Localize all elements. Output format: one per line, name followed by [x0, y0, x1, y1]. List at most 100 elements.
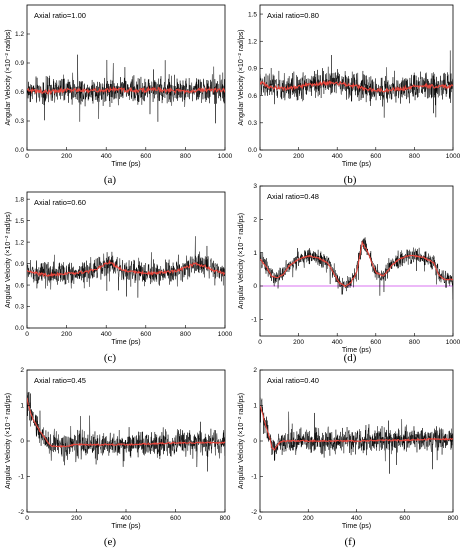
data-area-a [27, 54, 225, 124]
x-tick-label-b-0: 0 [258, 153, 262, 160]
x-tick-label-d-4: 800 [409, 339, 420, 346]
x-tick-label-c-0: 0 [25, 331, 29, 338]
x-tick-label-d-2: 400 [332, 339, 343, 346]
smoothed-series-line-d [260, 240, 453, 288]
y-tick-label-b-3: 0.9 [248, 66, 257, 73]
y-tick-label-c-4: 1.2 [15, 239, 24, 246]
x-axis-label-a: Time (ps) [111, 161, 140, 168]
y-tick-label-c-3: 0.9 [15, 261, 24, 268]
x-tick-label-d-1: 200 [293, 339, 304, 346]
panel-c: 0 200 400 600 800 1000 0.0 0.3 0.6 0.9 1.2 1.5 1.8 Ti… [5, 191, 233, 364]
x-tick-label-f-3: 600 [399, 515, 410, 522]
y-tick-label-f-1: -1 [251, 474, 257, 481]
panel-d: 0 200 400 600 800 1000 -1 0 1 2 3 Time (ps) Angular … [238, 183, 461, 364]
y-axis-label-c: Angular Velocity (×10⁻² rad/ps) [5, 212, 12, 308]
y-tick-label-e-3: 1 [20, 403, 24, 410]
raw-series-line-b [260, 50, 453, 118]
y-tick-label-f-0: -2 [251, 509, 257, 516]
x-axis-label-f: Time (ps) [342, 523, 371, 530]
x-tick-label-e-1: 200 [71, 515, 82, 522]
raw-series-line-e [27, 391, 225, 472]
annotation-e: Axial ratio=0.45 [34, 376, 86, 385]
smoothed-series-line-b [260, 80, 453, 94]
annotation-f: Axial ratio=0.40 [267, 376, 319, 385]
x-tick-label-c-1: 200 [61, 331, 72, 338]
y-tick-label-c-6: 1.8 [15, 196, 24, 203]
annotation-c: Axial ratio=0.60 [34, 198, 86, 207]
y-tick-label-d-4: 3 [253, 183, 257, 190]
x-tick-label-e-3: 600 [170, 515, 181, 522]
y-tick-label-e-4: 2 [20, 367, 24, 374]
x-tick-label-e-2: 400 [121, 515, 132, 522]
x-tick-label-b-2: 400 [332, 153, 343, 160]
plot-frame-d [259, 185, 454, 337]
y-tick-label-d-3: 2 [253, 217, 257, 224]
y-tick-label-d-2: 1 [253, 250, 257, 257]
annotation-b: Axial ratio=0.80 [267, 11, 319, 20]
annotation-d: Axial ratio=0.48 [267, 192, 319, 201]
plot-frame-c [26, 191, 226, 329]
y-tick-label-a-3: 0.9 [15, 60, 24, 67]
data-area-f [260, 397, 453, 474]
x-tick-label-f-2: 400 [351, 515, 362, 522]
y-axis-label-e: Angular Velocity (×10⁻² rad/ps) [5, 393, 12, 489]
x-tick-label-a-5: 1000 [218, 153, 233, 160]
panel-label-b: (b) [344, 174, 357, 186]
y-axis-label-a: Angular Velocity (×10⁻² rad/ps) [5, 29, 12, 125]
x-tick-label-f-1: 200 [303, 515, 314, 522]
x-axis-label-b: Time (ps) [342, 161, 371, 168]
panel-f: 0 200 400 600 800 -2 -1 0 1 2 Time (ps) Angular Vel… [238, 367, 459, 548]
panel-label-f: (f) [345, 536, 356, 548]
y-tick-label-a-0: 0.0 [15, 147, 24, 154]
y-tick-label-f-4: 2 [253, 367, 257, 374]
raw-series-line-f [260, 397, 453, 474]
x-tick-label-a-1: 200 [61, 153, 72, 160]
x-tick-label-f-0: 0 [258, 515, 262, 522]
y-tick-label-a-1: 0.3 [15, 118, 24, 125]
raw-series-line-a [27, 54, 225, 124]
panel-label-d: (d) [344, 352, 357, 364]
y-axis-label-d: Angular Velocity (×10⁻² rad/ps) [238, 213, 245, 309]
y-tick-label-c-2: 0.6 [15, 282, 24, 289]
data-area-e [27, 391, 225, 472]
x-tick-label-c-5: 1000 [218, 331, 233, 338]
x-tick-label-d-5: 1000 [446, 339, 461, 346]
y-tick-label-b-4: 1.2 [248, 38, 257, 45]
y-tick-label-b-2: 0.6 [248, 93, 257, 100]
x-tick-label-d-0: 0 [258, 339, 262, 346]
panel-b: 0 200 400 600 800 1000 0.0 0.3 0.6 0.9 1.2 1.5 Time … [238, 4, 461, 186]
y-tick-label-a-4: 1.2 [15, 31, 24, 38]
raw-series-line-c [27, 236, 225, 298]
smoothed-series-line-c [27, 259, 225, 278]
panel-e: 0 200 400 600 800 -2 -1 0 1 2 Time (ps) Angular Vel… [5, 367, 231, 548]
panel-label-a: (a) [104, 174, 117, 186]
data-area-c [27, 236, 225, 298]
x-tick-label-a-4: 800 [180, 153, 191, 160]
x-tick-label-c-3: 600 [140, 331, 151, 338]
x-axis-label-c: Time (ps) [111, 339, 140, 346]
smoothed-series-line-e [27, 397, 225, 449]
y-tick-label-f-2: 0 [253, 438, 257, 445]
x-tick-label-d-3: 600 [370, 339, 381, 346]
data-area-d [260, 237, 453, 300]
x-tick-label-a-3: 600 [140, 153, 151, 160]
x-tick-label-b-3: 600 [370, 153, 381, 160]
panel-a: 0 200 400 600 800 1000 0.0 0.3 0.6 0.9 1.2 Time (ps… [5, 4, 233, 186]
panel-label-c: (c) [104, 352, 117, 364]
y-tick-label-e-2: 0 [20, 438, 24, 445]
y-axis-label-f: Angular Velocity (×10⁻² rad/ps) [238, 393, 245, 489]
y-tick-label-a-2: 0.6 [15, 89, 24, 96]
y-tick-label-d-0: -1 [251, 317, 257, 324]
y-tick-label-e-0: -2 [18, 509, 24, 516]
y-tick-label-c-0: 0.0 [15, 325, 24, 332]
annotation-a: Axial ratio=1.00 [34, 11, 86, 20]
x-tick-label-a-2: 400 [101, 153, 112, 160]
y-tick-label-b-0: 0.0 [248, 147, 257, 154]
x-tick-label-c-4: 800 [180, 331, 191, 338]
plot-frame-a [26, 4, 226, 151]
x-axis-label-e: Time (ps) [111, 523, 140, 530]
x-tick-label-c-2: 400 [101, 331, 112, 338]
x-tick-label-e-0: 0 [25, 515, 29, 522]
x-axis-label-d: Time (ps) [342, 347, 371, 354]
